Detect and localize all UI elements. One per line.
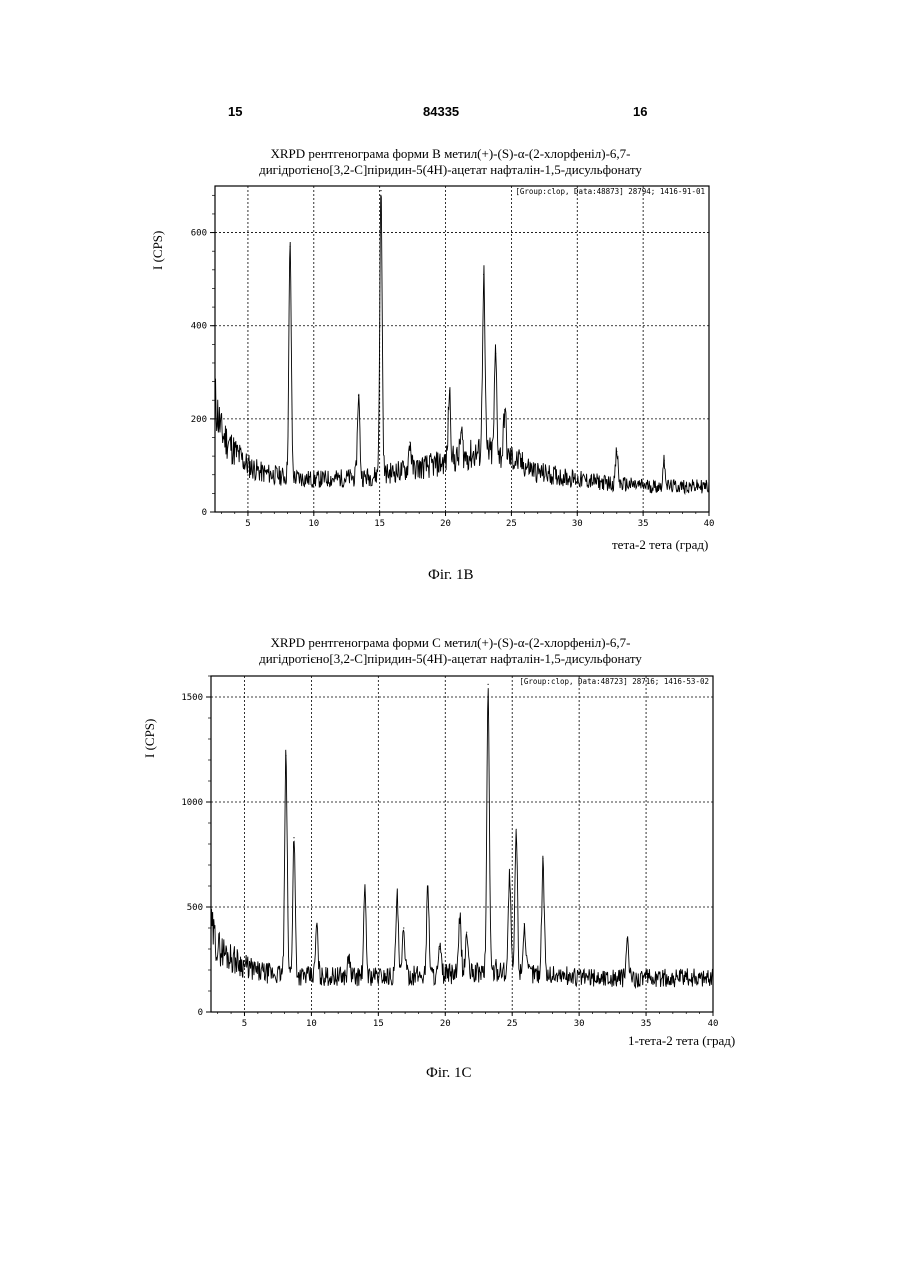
chart-c-peak-point	[524, 923, 525, 924]
chart-c-x-tick-label: 10	[306, 1019, 317, 1029]
chart-c-peak-point	[316, 925, 317, 926]
chart-b-peak-point	[616, 451, 617, 452]
chart-b-x-tick-label: 5	[245, 519, 250, 529]
chart-c-x-tick-label: 5	[242, 1019, 247, 1029]
chart-c-y-tick-label: 1000	[181, 798, 203, 808]
chart-b-series-line	[215, 195, 709, 494]
chart-b-peak-point	[483, 274, 484, 275]
chart-c-peak-point	[488, 684, 489, 685]
chart-b-x-tick-label: 30	[572, 519, 583, 529]
chart-c-y-tick-label: 0	[198, 1008, 203, 1018]
chart-c-peak-point	[459, 917, 460, 918]
chart-b-peak-point	[461, 432, 462, 433]
chart-c-peak-point	[427, 885, 428, 886]
chart-c-peak-point	[364, 892, 365, 893]
chart-c-peak-point	[542, 858, 543, 859]
chart-c-peak-point	[516, 829, 517, 830]
chart-c-x-tick-label: 20	[440, 1019, 451, 1029]
chart-b-x-tick-label: 25	[506, 519, 517, 529]
chart-c-peak-point	[509, 875, 510, 876]
chart-c-peak-point	[466, 932, 467, 933]
chart-c-x-tick-label: 40	[708, 1019, 719, 1029]
chart-b-y-tick-label: 200	[191, 415, 207, 425]
chart-b-peak-point	[449, 390, 450, 391]
chart-b-x-tick-label: 40	[704, 519, 715, 529]
chart-c-peak-point	[293, 837, 294, 838]
chart-b-peak-point	[409, 442, 410, 443]
chart-b-x-tick-label: 10	[308, 519, 319, 529]
chart-c-y-tick-label: 500	[187, 903, 203, 913]
chart-c-peak-point	[348, 957, 349, 958]
chart-c-annotation: [Group:clop, Data:48723] 28716; 1416-53-…	[519, 677, 709, 686]
chart-c-peak-point	[627, 938, 628, 939]
chart-c-y-tick-label: 1500	[181, 693, 203, 703]
chart-c-x-tick-label: 35	[641, 1019, 652, 1029]
chart-c-x-tick-label: 30	[574, 1019, 585, 1029]
chart-b-y-tick-label: 0	[202, 508, 207, 518]
chart-b-x-tick-label: 15	[374, 519, 385, 529]
chart-b-y-tick-label: 400	[191, 322, 207, 332]
chart-c-x-tick-label: 15	[373, 1019, 384, 1029]
chart-b-annotation: [Group:clop, Data:48873] 28794; 1416-91-…	[515, 187, 705, 196]
chart-b-peak-point	[289, 246, 290, 247]
chart-c-x-tick-label: 25	[507, 1019, 518, 1029]
chart-b-peak-point	[380, 190, 381, 191]
chart-c-peak-point	[439, 948, 440, 949]
chart-c-peak-point	[403, 927, 404, 928]
chart-c-peak-point	[285, 755, 286, 756]
chart-b-peak-point	[664, 460, 665, 461]
chart-b-peak-point	[358, 395, 359, 396]
chart-b-y-tick-label: 600	[191, 229, 207, 239]
chart-b-peak-point	[495, 353, 496, 354]
chart-c-series-line	[211, 688, 713, 987]
chart-b-peak-point	[504, 409, 505, 410]
chart-b-x-tick-label: 35	[638, 519, 649, 529]
chart-b-x-tick-label: 20	[440, 519, 451, 529]
chart-c-peak-point	[396, 896, 397, 897]
